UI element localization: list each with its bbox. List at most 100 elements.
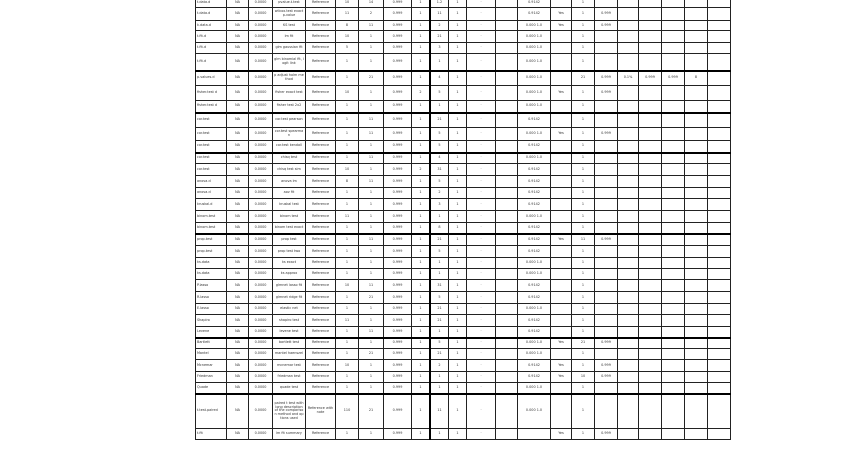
table-cell[interactable] — [617, 348, 639, 360]
table-cell[interactable] — [495, 85, 518, 101]
table-cell[interactable]: 0.0000 — [248, 359, 273, 372]
table-cell[interactable]: Reference — [305, 0, 336, 8]
table-cell[interactable]: 0.0000 — [248, 232, 273, 246]
table-cell[interactable]: Yes — [550, 7, 572, 21]
table-cell[interactable]: Reference — [305, 187, 336, 199]
table-cell[interactable]: 0.0000 — [248, 382, 273, 394]
table-cell[interactable]: NA — [226, 42, 249, 54]
table-cell[interactable]: Reference — [305, 42, 336, 54]
table-cell[interactable]: 1 — [571, 111, 595, 128]
table-cell[interactable] — [684, 100, 708, 113]
table-cell[interactable]: 11 — [358, 127, 384, 141]
table-cell[interactable]: 0.0000 — [248, 187, 273, 199]
table-cell[interactable]: 1 — [335, 127, 359, 141]
table-cell[interactable]: 1 — [335, 336, 359, 349]
table-cell[interactable]: t.data.d — [195, 0, 227, 8]
table-cell[interactable] — [495, 127, 518, 141]
table-cell[interactable] — [617, 100, 639, 113]
table-cell[interactable]: 11 — [571, 232, 595, 246]
table-cell[interactable]: 1 — [429, 53, 449, 71]
table-cell[interactable]: 0.0000 — [248, 151, 273, 164]
table-cell[interactable]: 1 — [571, 100, 595, 113]
table-cell[interactable]: Reference — [305, 245, 336, 258]
table-cell[interactable] — [495, 100, 518, 113]
table-cell[interactable]: 0.999 — [383, 232, 412, 246]
table-cell[interactable]: 11 — [358, 326, 384, 338]
table-cell[interactable]: 1 — [448, 428, 467, 440]
table-cell[interactable]: E.lasso — [195, 303, 227, 315]
table-cell[interactable] — [684, 53, 708, 71]
table-cell[interactable]: · — [466, 291, 496, 304]
table-cell[interactable] — [550, 326, 572, 338]
table-cell[interactable] — [707, 326, 731, 338]
table-cell[interactable]: 8 — [429, 222, 449, 234]
table-cell[interactable] — [517, 428, 551, 440]
table-cell[interactable] — [495, 42, 518, 54]
table-cell[interactable] — [495, 7, 518, 21]
table-cell[interactable]: 0.000 1.0 — [517, 336, 551, 349]
table-cell[interactable]: 8 — [335, 175, 359, 188]
table-cell[interactable] — [707, 371, 731, 383]
table-cell[interactable]: 1 — [335, 245, 359, 258]
table-cell[interactable]: 1 — [429, 371, 449, 383]
table-cell[interactable] — [550, 314, 572, 327]
table-cell[interactable] — [495, 279, 518, 292]
table-cell[interactable]: · — [466, 163, 496, 176]
table-cell[interactable]: 1 — [429, 326, 449, 338]
table-cell[interactable] — [550, 151, 572, 164]
table-cell[interactable] — [707, 279, 731, 292]
table-cell[interactable]: 0.0000 — [248, 198, 273, 211]
table-cell[interactable] — [550, 279, 572, 292]
table-cell[interactable] — [594, 210, 618, 223]
table-cell[interactable]: 1 — [358, 371, 384, 383]
table-cell[interactable]: 1 — [411, 140, 431, 153]
table-cell[interactable]: Shapiro — [195, 314, 227, 327]
table-cell[interactable]: 0.0000 — [248, 257, 273, 269]
table-cell[interactable] — [594, 222, 618, 234]
table-cell[interactable]: 1 — [411, 210, 431, 223]
table-cell[interactable]: 11 — [335, 210, 359, 223]
table-cell[interactable] — [495, 140, 518, 153]
table-cell[interactable]: 0.9142 — [517, 291, 551, 304]
table-cell[interactable]: 0.0000 — [248, 42, 273, 54]
table-cell[interactable]: 1 — [571, 7, 595, 21]
table-cell[interactable]: 0.0000 — [248, 348, 273, 360]
table-cell[interactable]: 0.9142 — [517, 175, 551, 188]
table-cell[interactable]: 5 — [429, 85, 449, 101]
table-cell[interactable]: fisher test 2x2 — [272, 100, 306, 113]
table-cell[interactable] — [495, 0, 518, 8]
table-cell[interactable]: 1 — [448, 151, 467, 164]
table-cell[interactable]: 1 — [411, 222, 431, 234]
table-cell[interactable] — [707, 268, 731, 280]
table-cell[interactable] — [550, 257, 572, 269]
table-cell[interactable]: 3 — [429, 198, 449, 211]
table-cell[interactable]: · — [466, 303, 496, 315]
table-cell[interactable]: 1 — [448, 303, 467, 315]
table-cell[interactable] — [684, 127, 708, 141]
table-cell[interactable]: 1 — [448, 53, 467, 71]
table-cell[interactable]: prop.test — [195, 232, 227, 246]
table-cell[interactable]: · — [466, 268, 496, 280]
table-cell[interactable]: 110 — [335, 392, 359, 429]
table-cell[interactable] — [707, 348, 731, 360]
table-cell[interactable] — [707, 30, 731, 43]
table-cell[interactable] — [684, 336, 708, 349]
table-cell[interactable]: NA — [226, 303, 249, 315]
table-cell[interactable]: 0.1% — [617, 69, 639, 86]
table-cell[interactable]: 11 — [358, 20, 384, 31]
table-cell[interactable]: 0.999 — [383, 175, 412, 188]
table-cell[interactable]: NA — [226, 382, 249, 394]
table-cell[interactable] — [495, 198, 518, 211]
table-cell[interactable]: NA — [226, 359, 249, 372]
table-cell[interactable] — [495, 382, 518, 394]
table-cell[interactable]: 1 — [571, 85, 595, 101]
table-cell[interactable]: 0.0000 — [248, 20, 273, 31]
table-cell[interactable] — [638, 151, 662, 164]
table-cell[interactable]: Reference — [305, 111, 336, 128]
table-cell[interactable]: 10 — [335, 30, 359, 43]
table-cell[interactable]: glm binomial fit, logit link — [272, 53, 306, 71]
table-cell[interactable] — [707, 151, 731, 164]
table-cell[interactable]: 1 — [571, 151, 595, 164]
table-cell[interactable] — [707, 0, 731, 8]
table-cell[interactable]: 1 — [448, 127, 467, 141]
